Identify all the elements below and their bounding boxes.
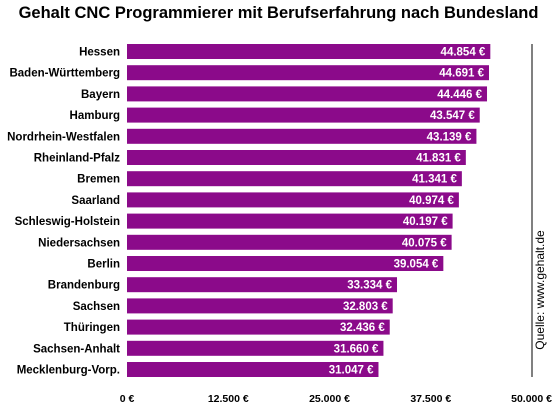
value-label: 44.691 € — [439, 68, 484, 80]
value-label: 40.197 € — [403, 216, 448, 228]
category-label: Saarland — [71, 195, 120, 207]
value-label: 32.803 € — [343, 301, 388, 313]
x-tick-label: 50.000 € — [511, 393, 552, 405]
bar — [127, 213, 453, 229]
category-label: Mecklenburg-Vorp. — [17, 365, 120, 377]
category-label: Baden-Württemberg — [9, 68, 120, 80]
category-label: Nordrhein-Westfalen — [7, 131, 120, 143]
category-label: Rheinland-Pfalz — [34, 153, 121, 165]
value-label: 40.075 € — [402, 237, 447, 249]
category-label: Brandenburg — [48, 280, 120, 292]
category-label: Sachsen — [73, 301, 120, 313]
category-label: Berlin — [87, 259, 120, 271]
x-tick-label: 12.500 € — [208, 393, 249, 405]
bar — [127, 44, 491, 59]
value-label: 44.446 € — [437, 89, 482, 101]
category-label: Hamburg — [70, 110, 120, 122]
bar — [127, 298, 393, 314]
bar — [127, 319, 390, 335]
bar — [127, 340, 384, 356]
value-labels: 44.854 € 44.691 € 44.446 € 43.547 € 43.139 €… — [329, 47, 486, 377]
category-label: Sachsen-Anhalt — [33, 343, 120, 355]
bar — [127, 234, 452, 250]
value-label: 33.334 € — [347, 280, 392, 292]
category-label: Bremen — [77, 174, 120, 186]
value-label: 39.054 € — [394, 259, 439, 271]
category-label: Schleswig-Holstein — [15, 216, 120, 228]
category-label: Bayern — [81, 89, 120, 101]
bar — [127, 86, 488, 102]
category-labels: Hessen Baden-Württemberg Bayern Hamburg Nord… — [7, 47, 120, 377]
value-label: 41.341 € — [412, 174, 457, 186]
value-label: 31.047 € — [329, 365, 374, 377]
value-label: 31.660 € — [334, 343, 379, 355]
bar — [127, 192, 459, 208]
value-label: 43.547 € — [430, 110, 475, 122]
value-label: 40.974 € — [409, 195, 454, 207]
x-tick-label: 0 € — [120, 393, 135, 405]
value-label: 41.831 € — [416, 153, 461, 165]
category-label: Hessen — [79, 47, 120, 59]
bar — [127, 362, 379, 377]
x-axis-ticks: 0 € 12.500 € 25.000 € 37.500 € 50.000 € — [120, 393, 552, 405]
bar — [127, 277, 398, 293]
category-label: Thüringen — [64, 322, 120, 334]
bar — [127, 150, 466, 165]
x-tick-label: 25.000 € — [309, 393, 350, 405]
bars-layer — [127, 44, 491, 377]
category-label: Niedersachsen — [38, 237, 120, 249]
bar — [127, 256, 444, 271]
bar — [127, 107, 480, 123]
chart-title: Gehalt CNC Programmierer mit Berufserfah… — [18, 4, 539, 22]
bar — [127, 65, 489, 81]
bar — [127, 171, 462, 187]
value-label: 32.436 € — [340, 322, 385, 334]
value-label: 43.139 € — [427, 131, 472, 143]
bar — [127, 128, 477, 144]
value-label: 44.854 € — [441, 47, 486, 59]
x-tick-label: 37.500 € — [410, 393, 451, 405]
